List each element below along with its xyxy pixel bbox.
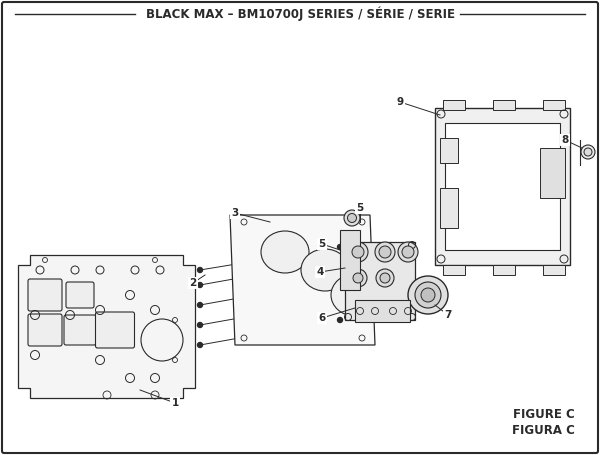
Ellipse shape	[348, 242, 368, 262]
Text: FIGURE C: FIGURE C	[513, 409, 575, 421]
Ellipse shape	[421, 288, 435, 302]
Bar	[440, 188, 458, 228]
Circle shape	[197, 323, 203, 328]
FancyBboxPatch shape	[95, 312, 134, 348]
Bar	[443, 265, 465, 275]
Ellipse shape	[344, 210, 360, 226]
Polygon shape	[345, 242, 415, 320]
Ellipse shape	[353, 273, 363, 283]
Polygon shape	[540, 148, 565, 198]
Text: FIGURA C: FIGURA C	[512, 424, 575, 436]
Circle shape	[337, 298, 343, 303]
Ellipse shape	[379, 246, 391, 258]
Bar	[543, 265, 565, 275]
Polygon shape	[18, 255, 195, 398]
Bar	[543, 100, 565, 110]
Polygon shape	[230, 215, 375, 345]
Polygon shape	[435, 108, 570, 265]
Text: 7: 7	[445, 310, 452, 320]
Text: 8: 8	[562, 135, 569, 145]
Text: 6: 6	[319, 313, 326, 323]
Bar	[445, 123, 560, 250]
Ellipse shape	[301, 249, 349, 291]
Text: 2: 2	[190, 278, 197, 288]
Bar	[493, 100, 515, 110]
Ellipse shape	[352, 246, 364, 258]
Bar	[440, 138, 458, 163]
Ellipse shape	[347, 213, 356, 222]
Circle shape	[337, 244, 343, 249]
Ellipse shape	[380, 273, 390, 283]
Ellipse shape	[398, 242, 418, 262]
Circle shape	[337, 318, 343, 323]
Ellipse shape	[349, 269, 367, 287]
Ellipse shape	[261, 231, 309, 273]
Text: 1: 1	[172, 398, 179, 408]
Circle shape	[197, 268, 203, 273]
FancyBboxPatch shape	[28, 314, 62, 346]
Ellipse shape	[375, 242, 395, 262]
Ellipse shape	[402, 246, 414, 258]
Circle shape	[197, 303, 203, 308]
Circle shape	[197, 283, 203, 288]
Ellipse shape	[376, 269, 394, 287]
Ellipse shape	[408, 276, 448, 314]
FancyBboxPatch shape	[64, 315, 96, 345]
Ellipse shape	[581, 145, 595, 159]
Circle shape	[337, 258, 343, 263]
Ellipse shape	[331, 274, 379, 316]
Ellipse shape	[584, 148, 592, 156]
Text: BLACK MAX – BM10700J SERIES / SÉRIE / SERIE: BLACK MAX – BM10700J SERIES / SÉRIE / SE…	[146, 7, 455, 21]
FancyBboxPatch shape	[66, 282, 94, 308]
Text: 9: 9	[397, 97, 404, 107]
Text: 5: 5	[356, 203, 364, 213]
Text: 5: 5	[319, 239, 326, 249]
Text: 4: 4	[316, 267, 323, 277]
Bar	[493, 265, 515, 275]
Circle shape	[337, 278, 343, 283]
Bar	[355, 300, 410, 322]
Text: 3: 3	[232, 208, 239, 218]
Circle shape	[197, 343, 203, 348]
Bar	[443, 100, 465, 110]
Bar	[340, 230, 360, 290]
FancyBboxPatch shape	[28, 279, 62, 311]
Ellipse shape	[415, 282, 441, 308]
